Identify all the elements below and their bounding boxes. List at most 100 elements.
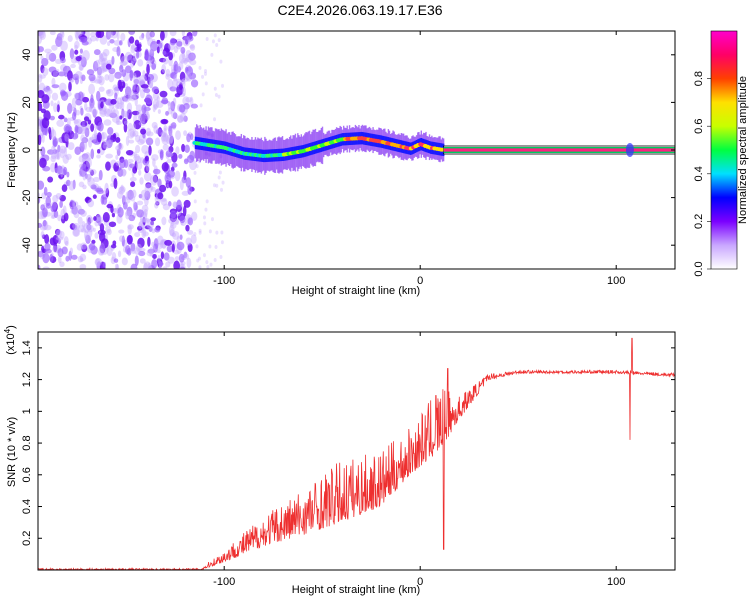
spectrogram-noise-blob (130, 61, 134, 68)
spectrogram-noise-blob (147, 236, 151, 247)
spectrogram-noise-blob (179, 234, 183, 240)
spectrogram-noise-blob (130, 181, 136, 188)
spectrogram-noise-blob (169, 135, 174, 147)
spectrogram-noise-blob (186, 257, 192, 269)
spectrogram-noise-blob (41, 117, 50, 129)
spectrogram-noise-blob (110, 244, 117, 249)
spectrogram-noise-blob (103, 108, 111, 117)
spectrogram-noise-blob (84, 196, 92, 203)
spectrogram-noise-blob (183, 59, 188, 65)
spectrogram-noise-blob (90, 184, 97, 190)
spectrogram-noise-blob (56, 151, 60, 160)
colorbar: 0.0 0.2 0.4 0.6 0.8 Normalized spectral ampl… (693, 30, 749, 277)
spectrogram-noise-blob (127, 122, 133, 132)
spectrogram-noise-blob (113, 178, 118, 189)
spectrogram-noise-blob (96, 132, 102, 143)
spectrogram-noise-blob (150, 185, 154, 191)
spectrogram-noise-blob (162, 203, 170, 211)
spectrogram-noise-blob (140, 128, 147, 135)
spectrogram-noise-blob (159, 90, 168, 98)
spectrogram-noise-blob (190, 103, 199, 109)
spectrogram-noise-blob (131, 94, 139, 100)
spectrogram-noise-blob (209, 262, 213, 267)
spectrogram-noise-blob (159, 261, 164, 266)
spectrogram-noise-blob (98, 52, 104, 59)
spectrogram-noise-blob (195, 164, 199, 169)
spectrogram-noise-blob (97, 149, 101, 154)
snr-y-tick-label: 0.8 (21, 435, 33, 450)
spectrogram-noise-blob (163, 125, 168, 132)
spectrogram-noise-blob (144, 165, 150, 174)
spectrogram-noise-blob (149, 246, 154, 257)
spectrogram-noise-blob (204, 81, 208, 86)
spectrogram-noise-blob (121, 108, 125, 119)
spectrogram-noise-blob (87, 119, 92, 125)
spectrogram-noise-blob (81, 137, 89, 144)
spectrogram-noise-blob (127, 224, 132, 235)
spectrogram-noise-blob (51, 44, 58, 51)
spectrogram-noise-blob (135, 144, 141, 154)
spectrogram-noise-blob (156, 95, 160, 102)
spectrogram-noise-blob (131, 94, 137, 100)
spectrogram-noise-blob (143, 171, 152, 182)
spectrogram-noise-blob (167, 170, 176, 178)
spectrogram-noise-blob (165, 261, 171, 268)
spectrogram-noise-blob (157, 192, 164, 200)
spectrogram-noise-blob (183, 158, 189, 165)
spectrogram-noise-blob (102, 48, 110, 57)
spectrogram-noise-blob (115, 120, 122, 125)
spectrogram-noise-blob (170, 210, 177, 219)
spectrogram-noise-blob (203, 71, 207, 76)
spectrogram-noise-blob (136, 76, 141, 85)
spectrogram-noise-blob (124, 86, 132, 97)
spectrogram-noise-blob (68, 81, 72, 92)
spectrogram-noise-blob (138, 169, 142, 176)
spectrogram-noise-blob (56, 165, 63, 175)
spectrogram-noise-blob (160, 132, 167, 142)
snr-y-ticks: 0.2 0.4 0.6 0.8 1 1.2 1.4 (21, 340, 675, 546)
spectrogram-noise-blob (132, 132, 136, 137)
spectrogram-noise-blob (175, 220, 179, 226)
spectrogram-noise-blob (59, 194, 66, 202)
spectrogram-noise-blob (59, 261, 65, 268)
snr-y-tick-label: 1 (21, 408, 33, 414)
spectrogram-noise-blob (165, 150, 173, 158)
spectrogram-noise-blob (134, 96, 138, 107)
spectrogram-noise-blob (179, 79, 186, 85)
spectrogram-noise-blob (170, 221, 175, 227)
spectrogram-noise-blob (136, 85, 141, 93)
spectrogram-noise-blob (75, 32, 80, 41)
spectrogram-noise-blob (57, 33, 64, 42)
spectrogram-noise-blob (168, 125, 173, 137)
spectrogram-noise-blob (133, 92, 140, 100)
spectrogram-noise-blob (88, 73, 96, 82)
spectrogram-noise-blob (182, 35, 191, 47)
spectrogram-noise-blob (152, 253, 157, 260)
spectrogram-noise-blob (38, 134, 42, 146)
spectrogram-noise-blob (61, 132, 69, 144)
spectrogram-noise-blob (42, 207, 48, 218)
spectrogram-noise-blob (84, 127, 90, 138)
spectrogram-noise-blob (90, 148, 95, 160)
spectrogram-noise-blob (115, 154, 119, 160)
spectrogram-noise-blob (161, 162, 169, 172)
spectrogram-noise-blob (160, 251, 165, 260)
spectrogram-noise-blob (141, 204, 149, 213)
spectrogram-noise-blob (78, 181, 85, 188)
spectrogram-noise-blob (74, 125, 79, 134)
spectrogram-noise-blob (145, 182, 152, 189)
snr-scale-note-base: (x10 (5, 333, 17, 354)
spectrogram-noise-blob (118, 229, 125, 234)
spectrogram-noise-blob (107, 31, 112, 35)
spectrogram-noise-blob (154, 137, 161, 147)
spectrogram-noise-blob (96, 68, 102, 79)
spectrogram-noise-blob (165, 73, 171, 80)
spectrogram-noise-blob (159, 150, 164, 159)
spectrogram-noise-blob (62, 154, 69, 164)
spectrogram-noise-blob (96, 90, 101, 102)
spectrogram-noise-blob (67, 142, 75, 150)
spectrogram-noise-blob (167, 201, 172, 207)
spectrogram-noise-blob (50, 126, 55, 138)
snr-scale-note-exp: 4 (3, 328, 12, 333)
